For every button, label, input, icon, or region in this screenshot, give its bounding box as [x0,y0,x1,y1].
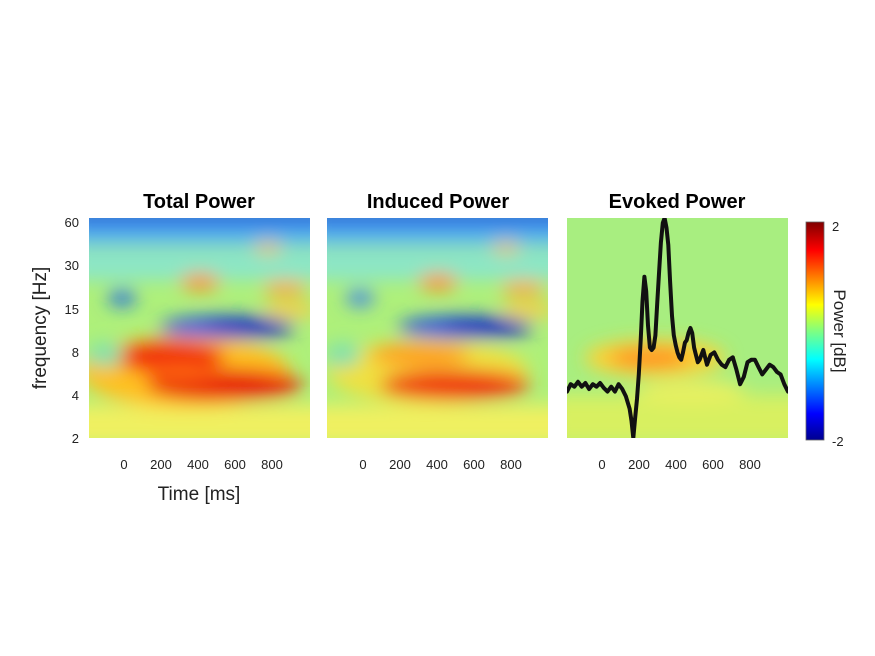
evoked-power-x-ticks: 0 200 400 600 800 [598,457,760,472]
total-power-y-ticks: 2 4 8 15 30 60 [65,215,79,446]
y-tick-label: 2 [72,431,79,446]
x-tick-label: 400 [665,457,687,472]
x-tick-label: 200 [628,457,650,472]
total-power-heatmap [89,218,310,438]
colorbar-max-label: 2 [832,219,839,234]
y-tick-label: 8 [72,345,79,360]
y-tick-label: 15 [65,302,79,317]
x-tick-label: 800 [500,457,522,472]
evoked-power-title: Evoked Power [609,191,746,213]
induced-power-title: Induced Power [367,191,509,213]
x-tick-label: 200 [150,457,172,472]
y-axis-label: frequency [Hz] [30,267,51,390]
evoked-waveform-line [567,218,788,438]
x-tick-label: 800 [261,457,283,472]
colorbar-gradient [805,221,825,441]
x-tick-label: 400 [187,457,209,472]
x-tick-label: 600 [702,457,724,472]
x-tick-label: 0 [120,457,127,472]
x-tick-label: 800 [739,457,761,472]
x-tick-label: 600 [224,457,246,472]
colorbar: 2 -2 Power [dB] [805,219,849,449]
x-tick-label: 600 [463,457,485,472]
induced-power-heatmap [327,218,548,438]
induced-power-panel: Induced Power 0 2 [327,191,548,472]
y-tick-label: 60 [65,215,79,230]
x-tick-label: 0 [359,457,366,472]
y-tick-label: 30 [65,258,79,273]
evoked-power-heatmap [567,218,788,438]
total-power-x-ticks: 0 200 400 600 800 [120,457,282,472]
colorbar-min-label: -2 [832,434,844,449]
total-power-panel: Total Power [30,191,310,505]
x-tick-label: 200 [389,457,411,472]
colorbar-label: Power [dB] [830,289,849,372]
evoked-power-panel: Evoked Power 0 200 400 600 800 [567,191,788,472]
y-tick-label: 4 [72,388,79,403]
x-tick-label: 400 [426,457,448,472]
x-tick-label: 0 [598,457,605,472]
x-axis-label: Time [ms] [158,484,241,505]
total-power-title: Total Power [143,191,255,213]
induced-power-x-ticks: 0 200 400 600 800 [359,457,521,472]
